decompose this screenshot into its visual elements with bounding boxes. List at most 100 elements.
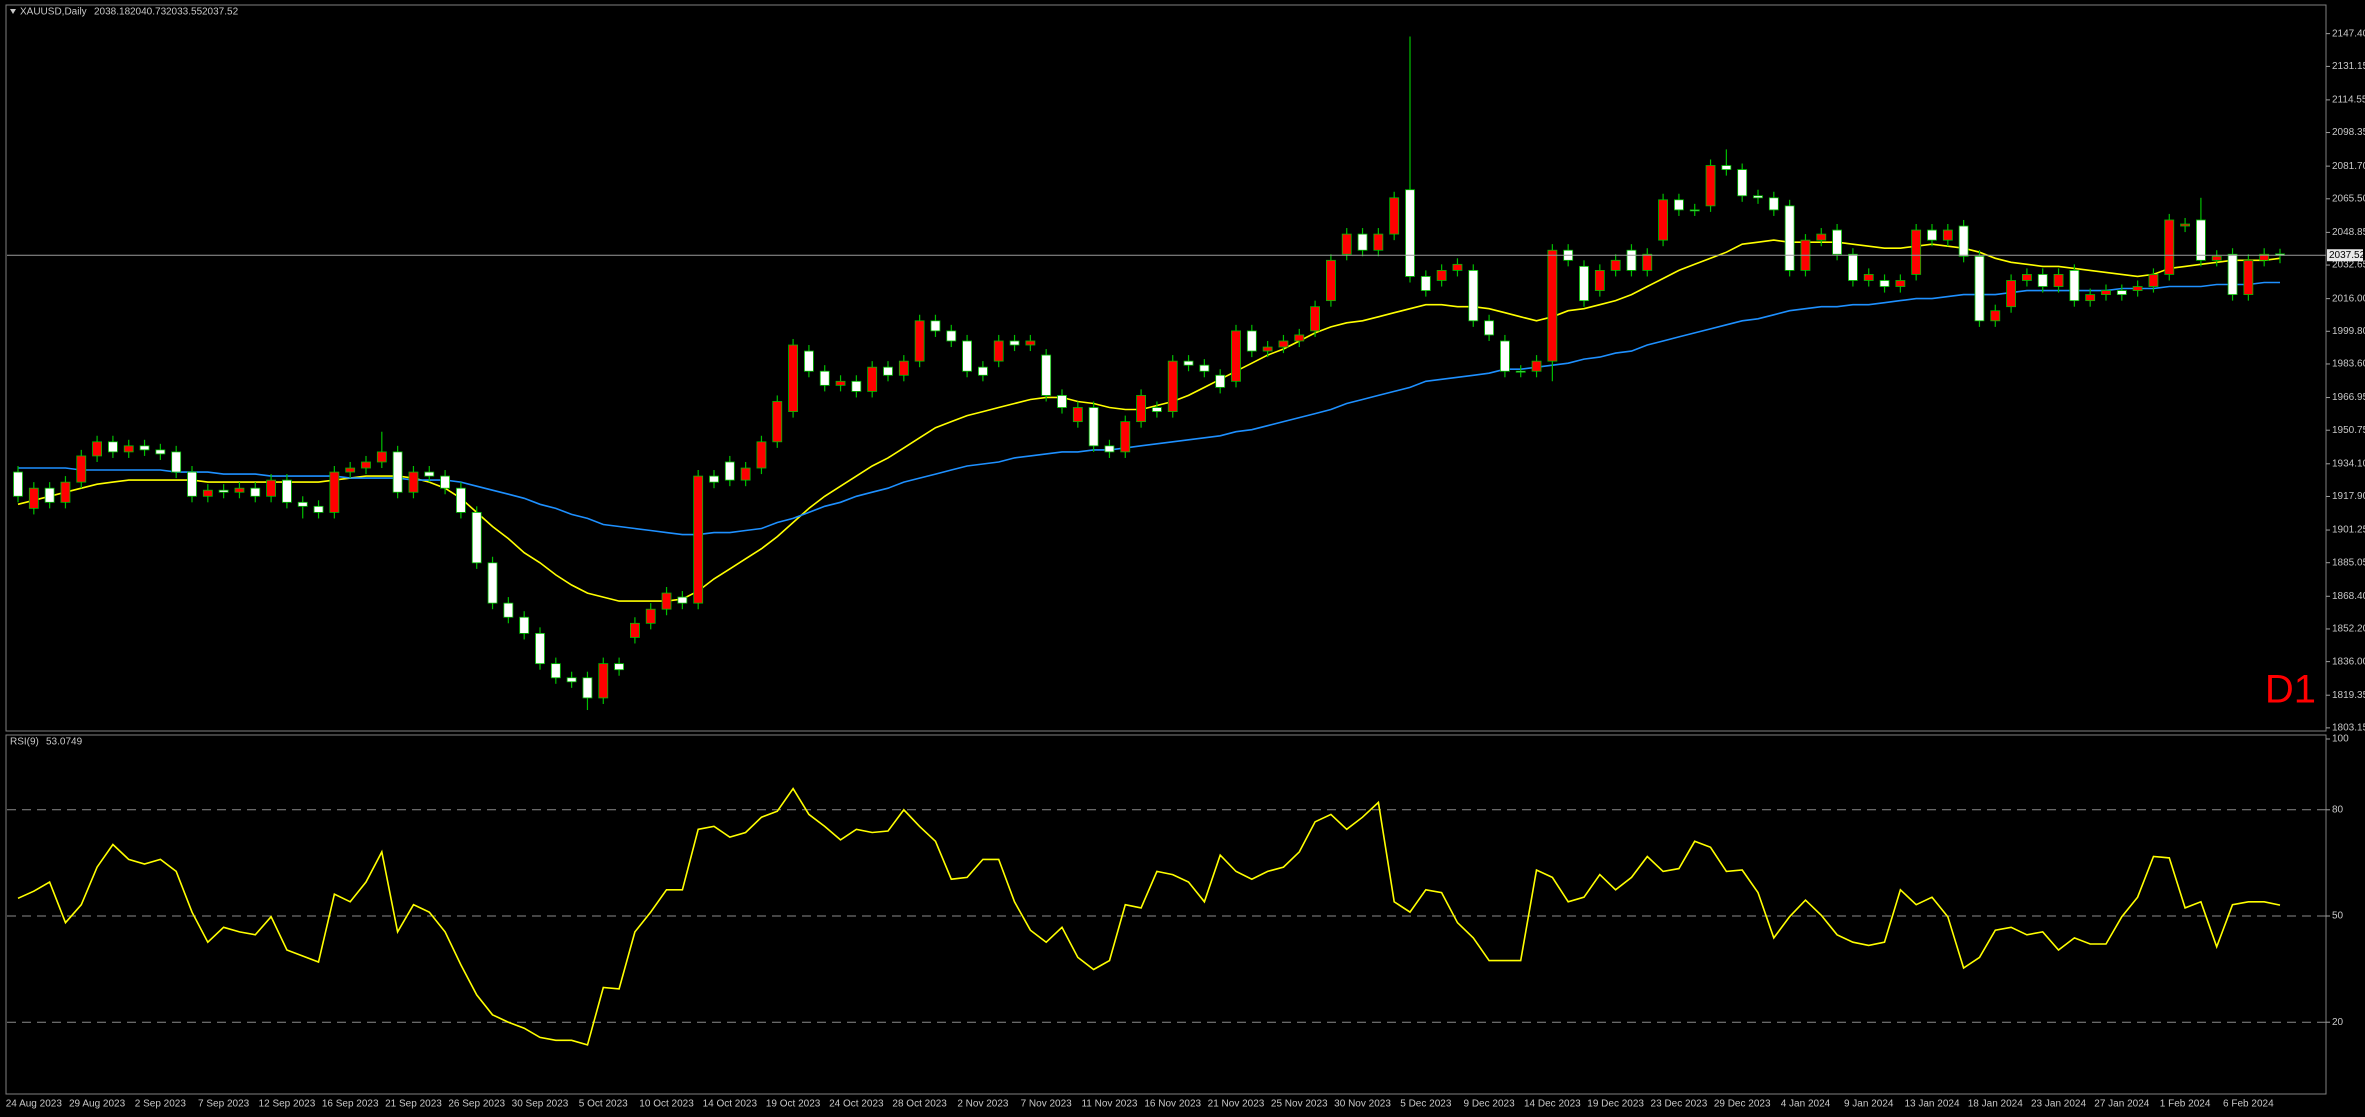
candle-body <box>1753 195 1763 199</box>
candle-body <box>2148 274 2159 287</box>
candle-body <box>1895 280 1906 287</box>
candle-body <box>2227 253 2238 295</box>
candle-body <box>914 320 925 362</box>
candle-body <box>376 451 387 463</box>
candle-body <box>550 663 561 679</box>
menu-arrow[interactable] <box>10 9 16 14</box>
candle-body <box>1057 395 1067 408</box>
candle-body <box>851 380 862 392</box>
candle-body <box>1784 205 1795 271</box>
candle-body <box>883 366 893 376</box>
ohlc-high: 2040.73 <box>130 7 167 18</box>
candle-body <box>2259 253 2270 261</box>
candle-body <box>408 471 419 493</box>
candle-body <box>930 320 941 332</box>
candle-body <box>788 344 798 412</box>
candle-body <box>1974 255 1985 322</box>
y-tick-label: 1983.60 <box>2332 359 2365 370</box>
x-tick-label: 13 Jan 2024 <box>1904 1099 1959 1110</box>
candle-body <box>139 445 150 451</box>
candle-body <box>234 487 245 493</box>
x-tick-label: 5 Dec 2023 <box>1400 1099 1452 1110</box>
candle-body <box>1326 259 1336 302</box>
y-tick-label: 2048.85 <box>2332 227 2365 238</box>
candle-body <box>424 471 435 477</box>
candle-body <box>1357 233 1368 251</box>
candle-body <box>2132 286 2143 291</box>
x-tick-label: 7 Nov 2023 <box>1021 1099 1073 1110</box>
candle-body <box>1183 360 1194 366</box>
rsi-line <box>17 787 2281 1046</box>
candle-body <box>1246 330 1257 352</box>
candle-body <box>123 445 134 453</box>
candle-body <box>1215 374 1226 388</box>
candle-body <box>740 467 751 481</box>
rsi-value: 53.0749 <box>46 737 83 748</box>
x-tick-label: 29 Dec 2023 <box>1714 1099 1771 1110</box>
price-label: 2037.52 <box>2329 250 2365 261</box>
y-tick-label: 50 <box>2332 911 2344 922</box>
y-tick-label: 20 <box>2332 1017 2344 1028</box>
candle-body <box>187 471 197 497</box>
ohlc-close: 2037.52 <box>202 7 239 18</box>
candle-body <box>2180 223 2190 227</box>
candle-body <box>819 370 830 386</box>
candle-body <box>519 616 530 634</box>
candle-body <box>1088 407 1099 447</box>
x-tick-label: 30 Sep 2023 <box>512 1099 569 1110</box>
candle-body <box>1721 165 1732 170</box>
candle-body <box>1199 364 1210 372</box>
x-tick-label: 14 Dec 2023 <box>1524 1099 1581 1110</box>
x-tick-label: 19 Oct 2023 <box>766 1099 821 1110</box>
candle-body <box>1484 320 1494 336</box>
x-tick-label: 16 Sep 2023 <box>322 1099 379 1110</box>
candle-body <box>1167 360 1178 412</box>
candle-body <box>108 441 118 453</box>
x-tick-label: 9 Jan 2024 <box>1844 1099 1894 1110</box>
y-tick-label: 2065.50 <box>2332 193 2365 204</box>
candle-body <box>1120 421 1131 453</box>
candle-body <box>1689 209 1700 212</box>
candle-body <box>1737 169 1748 197</box>
x-tick-label: 12 Sep 2023 <box>259 1099 316 1110</box>
candle-body <box>250 487 261 497</box>
x-tick-label: 7 Sep 2023 <box>198 1099 250 1110</box>
candle-body <box>962 340 972 372</box>
candle-body <box>2069 269 2080 302</box>
candle-body <box>44 487 55 503</box>
candle-body <box>1674 199 1684 211</box>
candle-body <box>2053 274 2064 287</box>
x-tick-label: 27 Jan 2024 <box>2094 1099 2149 1110</box>
candle-body <box>1025 340 1036 346</box>
x-tick-label: 26 Sep 2023 <box>448 1099 505 1110</box>
symbol-title: XAUUSD,Daily <box>20 7 87 18</box>
candle-body <box>1009 340 1020 346</box>
y-tick-label: 2032.65 <box>2332 260 2365 271</box>
candle-body <box>2164 219 2175 275</box>
candle-body <box>1531 360 1542 372</box>
candle-body <box>1958 225 1969 257</box>
candle-body <box>1863 274 1874 281</box>
candle-body <box>1642 253 1653 271</box>
ohlc-low: 2033.55 <box>166 7 203 18</box>
candle-body <box>440 475 450 489</box>
x-tick-label: 25 Nov 2023 <box>1271 1099 1328 1110</box>
y-tick-label: 80 <box>2332 804 2344 815</box>
price-label-box <box>2327 249 2363 262</box>
candle-body <box>1468 269 1479 322</box>
candle-body <box>566 677 577 683</box>
x-tick-label: 29 Aug 2023 <box>69 1099 126 1110</box>
x-tick-label: 21 Sep 2023 <box>385 1099 442 1110</box>
candle-body <box>661 592 672 610</box>
candle-body <box>2006 280 2016 308</box>
candle-body <box>630 622 640 638</box>
candle-body <box>266 479 276 497</box>
candle-body <box>1942 229 1953 241</box>
x-tick-label: 24 Oct 2023 <box>829 1099 884 1110</box>
candle-body <box>155 449 166 455</box>
candle-body <box>361 461 371 469</box>
candle-body <box>835 380 846 386</box>
y-tick-label: 1999.80 <box>2332 326 2365 337</box>
candle-body <box>202 489 213 497</box>
